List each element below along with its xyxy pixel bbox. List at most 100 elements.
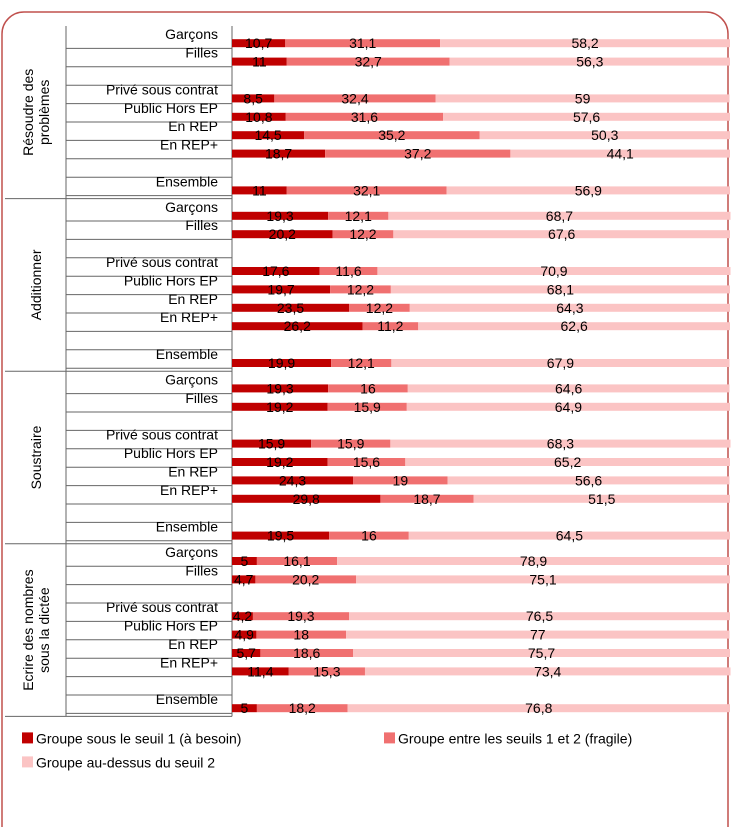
value-label-additionner-filles-s2: 12,2	[349, 226, 376, 242]
category-label-ecrire-des-nombres-sous-la-dictee-ensemble: Ensemble	[156, 691, 218, 707]
grid-lines	[5, 26, 233, 717]
bar-ecrire-des-nombres-sous-la-dictee-en-rep-s2	[288, 667, 365, 676]
bar-soustraire-ensemble-s3	[408, 531, 730, 540]
value-label-soustraire-prive-sous-contrat-s1: 15,9	[258, 436, 285, 452]
bar-resoudre-des-problemes-en-rep-s1	[232, 149, 326, 158]
bar-ecrire-des-nombres-sous-la-dictee-filles-s1	[232, 575, 256, 584]
bar-additionner-prive-sous-contrat-s2	[319, 267, 378, 275]
value-label-additionner-en-rep-s3: 64,3	[556, 300, 583, 316]
category-label-resoudre-des-problemes-prive-sous-contrat: Privé sous contrat	[106, 81, 218, 97]
value-label-resoudre-des-problemes-ensemble-s1: 11	[252, 182, 267, 198]
bar-resoudre-des-problemes-filles-s2	[286, 57, 450, 66]
bar-additionner-ensemble-s3	[391, 359, 730, 367]
value-label-soustraire-prive-sous-contrat-s3: 68,3	[547, 436, 574, 452]
value-label-ecrire-des-nombres-sous-la-dictee-garcons-s1: 5	[241, 553, 249, 569]
bar-soustraire-en-rep-s2	[380, 494, 474, 503]
value-label-ecrire-des-nombres-sous-la-dictee-filles-s2: 20,2	[292, 571, 319, 587]
bar-soustraire-ensemble-s1	[232, 531, 330, 540]
category-label-resoudre-des-problemes-public-hors-ep: Public Hors EP	[124, 100, 218, 116]
bar-resoudre-des-problemes-prive-sous-contrat-s3	[435, 94, 730, 103]
value-label-resoudre-des-problemes-prive-sous-contrat-s1: 8,5	[243, 90, 263, 106]
bar-ecrire-des-nombres-sous-la-dictee-prive-sous-contrat-s3	[349, 612, 730, 621]
value-label-ecrire-des-nombres-sous-la-dictee-ensemble-s1: 5	[241, 700, 249, 716]
legend-label-3: Groupe au-dessus du seuil 2	[36, 754, 215, 770]
legend-label-2: Groupe entre les seuils 1 et 2 (fragile)	[398, 730, 632, 746]
value-label-ecrire-des-nombres-sous-la-dictee-en-rep-s2: 18,6	[293, 645, 320, 661]
bar-ecrire-des-nombres-sous-la-dictee-public-hors-ep-s2	[256, 630, 347, 639]
bar-soustraire-public-hors-ep-s3	[405, 458, 730, 466]
bar-soustraire-prive-sous-contrat-s1	[232, 439, 312, 448]
group-label-resoudre-des-problemes: Résoudre desproblèmes	[20, 69, 52, 156]
value-label-ecrire-des-nombres-sous-la-dictee-en-rep-s3: 75,7	[528, 645, 555, 661]
bar-additionner-public-hors-ep-s1	[232, 285, 331, 294]
category-label-soustraire-en-rep: En REP+	[160, 482, 218, 498]
value-label-soustraire-filles-s3: 64,9	[555, 399, 582, 415]
value-label-resoudre-des-problemes-en-rep-s3: 44,1	[607, 146, 634, 162]
bar-resoudre-des-problemes-en-rep-s3	[479, 131, 730, 140]
value-label-resoudre-des-problemes-en-rep-s1: 14,5	[254, 127, 281, 143]
group-label-soustraire: Soustraire	[28, 425, 44, 489]
value-label-resoudre-des-problemes-public-hors-ep-s1: 10,8	[245, 109, 272, 125]
category-label-additionner-public-hors-ep: Public Hors EP	[124, 272, 218, 288]
bar-additionner-public-hors-ep-s3	[390, 285, 730, 294]
bar-ecrire-des-nombres-sous-la-dictee-en-rep-s1	[232, 667, 289, 676]
value-label-additionner-prive-sous-contrat-s1: 17,6	[262, 263, 289, 279]
bar-ecrire-des-nombres-sous-la-dictee-en-rep-s3	[364, 667, 731, 676]
category-label-soustraire-ensemble: Ensemble	[156, 519, 218, 535]
value-label-additionner-garcons-s1: 19,3	[266, 208, 293, 224]
value-label-soustraire-public-hors-ep-s3: 65,2	[554, 454, 581, 470]
value-label-ecrire-des-nombres-sous-la-dictee-filles-s3: 75,1	[529, 571, 556, 587]
bar-soustraire-prive-sous-contrat-s2	[311, 439, 391, 448]
bar-ecrire-des-nombres-sous-la-dictee-prive-sous-contrat-s1	[232, 612, 253, 621]
value-label-additionner-en-rep-s3: 62,6	[561, 318, 588, 334]
value-label-additionner-ensemble-s3: 67,9	[547, 355, 574, 371]
bar-ecrire-des-nombres-sous-la-dictee-prive-sous-contrat-s2	[252, 612, 350, 621]
bar-additionner-filles-s3	[393, 230, 730, 239]
bar-soustraire-en-rep-s1	[232, 476, 354, 485]
bar-additionner-filles-s1	[232, 230, 333, 239]
bar-resoudre-des-problemes-public-hors-ep-s2	[285, 112, 444, 121]
value-label-ecrire-des-nombres-sous-la-dictee-public-hors-ep-s2: 18	[293, 627, 309, 643]
bar-additionner-garcons-s2	[328, 211, 389, 220]
bar-ecrire-des-nombres-sous-la-dictee-public-hors-ep-s1	[232, 630, 257, 639]
value-label-additionner-en-rep-s2: 12,2	[366, 300, 393, 316]
value-label-additionner-en-rep-s1: 23,5	[277, 300, 304, 316]
value-label-ecrire-des-nombres-sous-la-dictee-garcons-s3: 78,9	[520, 553, 547, 569]
category-label-resoudre-des-problemes-filles: Filles	[185, 45, 218, 61]
value-label-ecrire-des-nombres-sous-la-dictee-prive-sous-contrat-s3: 76,5	[526, 608, 553, 624]
bar-resoudre-des-problemes-en-rep-s1	[232, 131, 305, 140]
value-label-resoudre-des-problemes-filles-s1: 11	[252, 54, 267, 70]
bar-resoudre-des-problemes-ensemble-s3	[446, 186, 730, 195]
value-label-soustraire-filles-s1: 19,2	[266, 399, 293, 415]
value-label-resoudre-des-problemes-garcons-s1: 10,7	[245, 35, 272, 51]
bar-ecrire-des-nombres-sous-la-dictee-ensemble-s3	[347, 704, 730, 713]
category-label-soustraire-prive-sous-contrat: Privé sous contrat	[106, 427, 218, 443]
value-label-additionner-public-hors-ep-s1: 19,7	[267, 281, 294, 297]
category-label-resoudre-des-problemes-ensemble: Ensemble	[156, 173, 218, 189]
category-label-resoudre-des-problemes-garcons: Garçons	[165, 26, 218, 42]
category-label-resoudre-des-problemes-en-rep: En REP	[168, 118, 218, 134]
value-label-additionner-prive-sous-contrat-s2: 11,6	[335, 263, 361, 279]
value-label-additionner-en-rep-s2: 11,2	[377, 318, 403, 334]
legend-swatch-1	[22, 732, 33, 744]
bar-additionner-en-rep-s2	[362, 322, 419, 331]
value-label-resoudre-des-problemes-garcons-s2: 31,1	[349, 35, 376, 51]
bar-ecrire-des-nombres-sous-la-dictee-garcons-s3	[337, 557, 730, 565]
value-label-additionner-public-hors-ep-s2: 12,2	[347, 281, 374, 297]
value-label-resoudre-des-problemes-prive-sous-contrat-s2: 32,4	[341, 90, 368, 106]
value-label-soustraire-ensemble-s3: 64,5	[556, 528, 583, 544]
value-label-additionner-filles-s1: 20,2	[269, 226, 296, 242]
bar-soustraire-garcons-s3	[407, 384, 730, 393]
category-label-additionner-filles: Filles	[185, 217, 218, 233]
bar-soustraire-public-hors-ep-s1	[232, 458, 328, 466]
category-label-ecrire-des-nombres-sous-la-dictee-filles: Filles	[185, 562, 218, 578]
bar-soustraire-garcons-s2	[328, 384, 408, 393]
value-label-soustraire-ensemble-s1: 19,5	[267, 528, 294, 544]
value-label-ecrire-des-nombres-sous-la-dictee-ensemble-s3: 76,8	[525, 700, 552, 716]
bar-resoudre-des-problemes-en-rep-s2	[325, 149, 511, 158]
bar-ecrire-des-nombres-sous-la-dictee-garcons-s1	[232, 557, 257, 565]
category-label-resoudre-des-problemes-en-rep: En REP+	[160, 137, 218, 153]
bar-additionner-garcons-s3	[388, 211, 731, 220]
value-label-additionner-public-hors-ep-s3: 68,1	[547, 281, 574, 297]
value-label-soustraire-garcons-s2: 16	[360, 380, 376, 396]
